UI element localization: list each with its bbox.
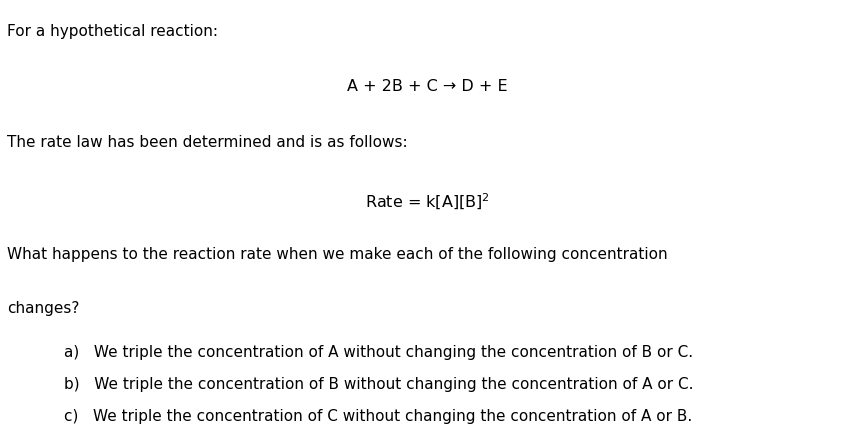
Text: What happens to the reaction rate when we make each of the following concentrati: What happens to the reaction rate when w… — [7, 247, 667, 262]
Text: For a hypothetical reaction:: For a hypothetical reaction: — [7, 24, 218, 39]
Text: changes?: changes? — [7, 301, 79, 316]
Text: The rate law has been determined and is as follows:: The rate law has been determined and is … — [7, 135, 407, 149]
Text: c)   We triple the concentration of C without changing the concentration of A or: c) We triple the concentration of C with… — [64, 409, 692, 424]
Text: a)   We triple the concentration of A without changing the concentration of B or: a) We triple the concentration of A with… — [64, 345, 693, 360]
Text: b)   We triple the concentration of B without changing the concentration of A or: b) We triple the concentration of B with… — [64, 377, 693, 392]
Text: A + 2B + C → D + E: A + 2B + C → D + E — [346, 79, 507, 94]
Text: Rate = k[A][B]$^2$: Rate = k[A][B]$^2$ — [364, 192, 489, 212]
